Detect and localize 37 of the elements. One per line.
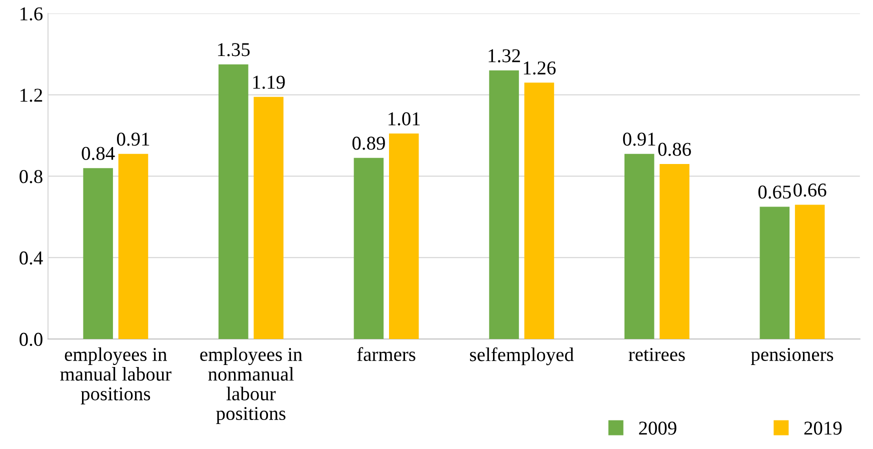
- bar: [794, 204, 825, 339]
- y-tick-label: 0.4: [20, 251, 43, 265]
- x-tick-label: retirees: [628, 348, 685, 362]
- data-label: 0.89: [352, 136, 385, 150]
- bar: [218, 64, 248, 339]
- bar: [760, 206, 790, 339]
- bar: [489, 70, 519, 339]
- data-label: 0.86: [658, 142, 691, 156]
- legend-label: 2009: [639, 422, 676, 435]
- data-label: 1.19: [253, 76, 285, 89]
- data-label: 0.65: [758, 186, 791, 199]
- bar: [624, 154, 654, 339]
- data-label: 1.32: [488, 49, 520, 62]
- data-label: 1.01: [388, 112, 420, 126]
- bar: [389, 134, 419, 339]
- data-label: 0.91: [623, 132, 656, 146]
- x-tick-label: employees in manual labour positions: [60, 347, 172, 404]
- data-label: 1.35: [218, 43, 250, 56]
- x-tick-label: pensioners: [750, 348, 834, 365]
- bar: [118, 154, 148, 339]
- y-tick-label: 1.6: [20, 7, 43, 20]
- bar: [83, 168, 113, 339]
- bar: [354, 158, 384, 339]
- bar: [660, 164, 690, 339]
- y-tick-label: 0.8: [20, 170, 42, 184]
- x-tick-label: farmers: [357, 347, 416, 362]
- y-tick-label: 1.2: [20, 88, 42, 102]
- data-label: 1.26: [524, 61, 556, 75]
- data-label: 0.91: [116, 132, 150, 146]
- legend-label: 2019: [804, 422, 842, 435]
- data-label: 0.84: [82, 146, 115, 160]
- x-tick-label: employees in nonmanual labour positions: [200, 347, 302, 424]
- data-label: 0.66: [794, 183, 826, 197]
- bar: [254, 96, 284, 339]
- bar: [524, 82, 554, 339]
- x-tick-label: selfemployed: [470, 347, 574, 366]
- y-tick-label: 0.0: [20, 332, 42, 346]
